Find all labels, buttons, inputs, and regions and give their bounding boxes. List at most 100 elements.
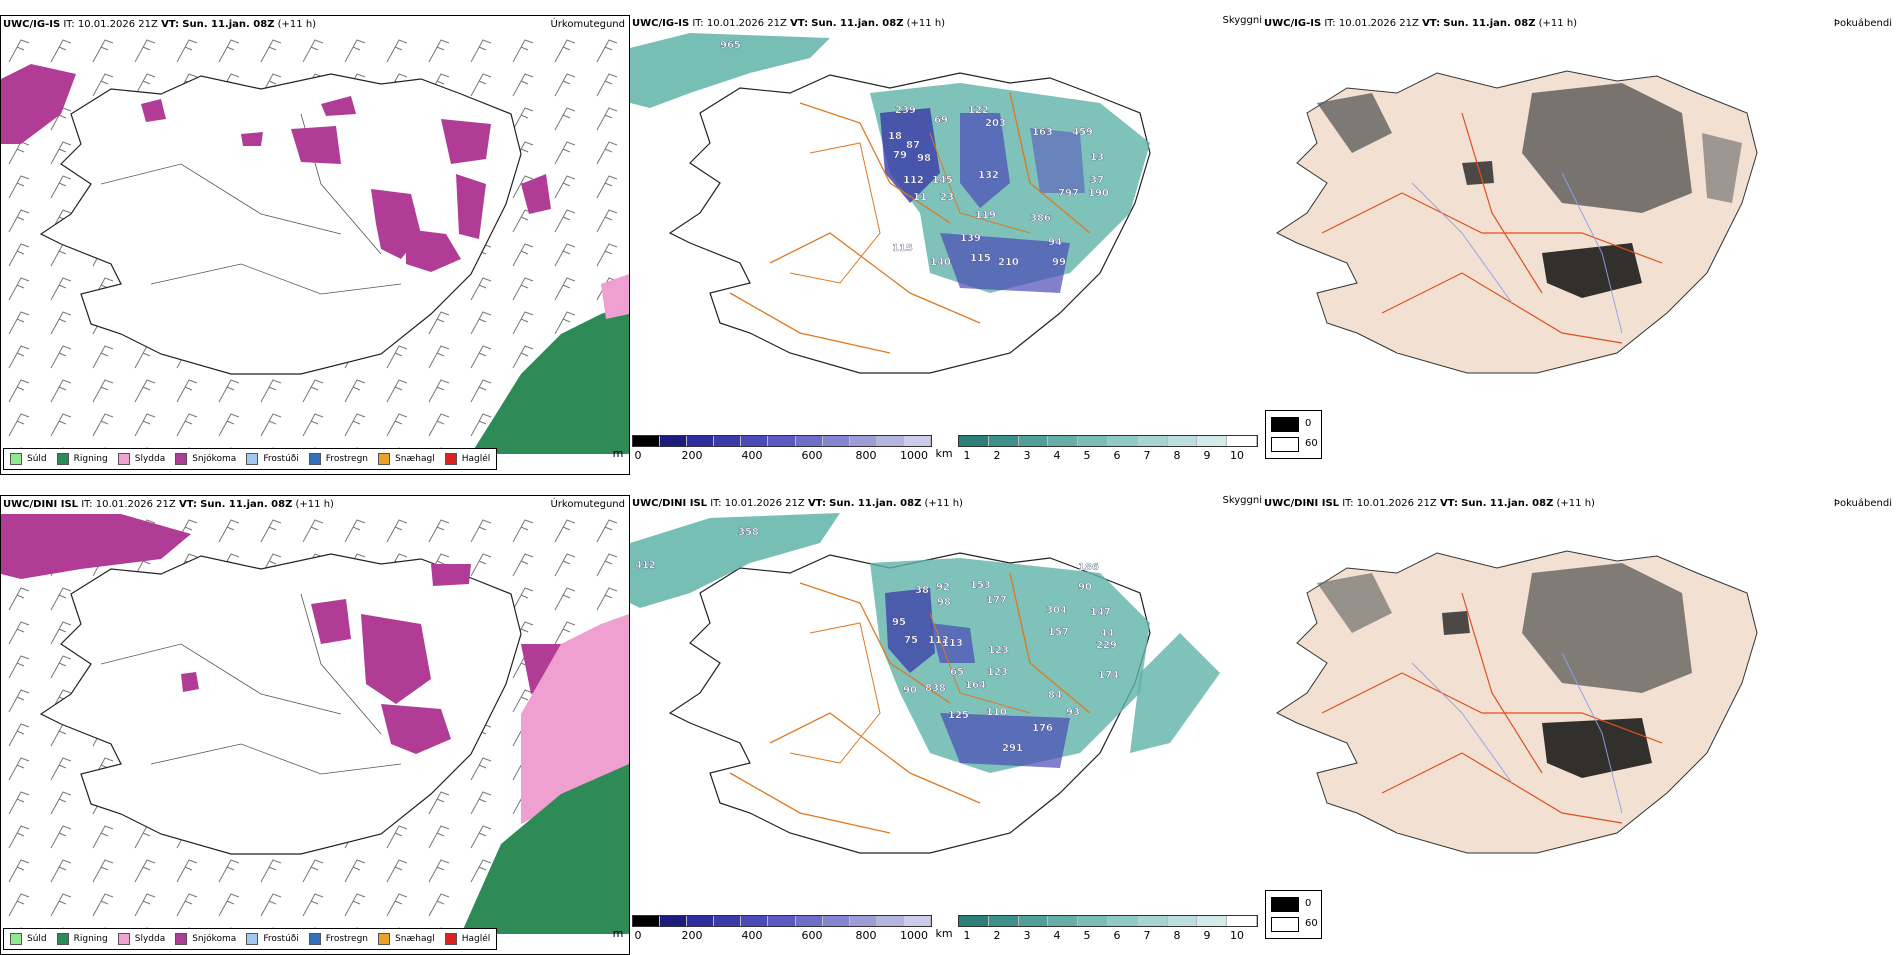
tick-label: 200	[681, 929, 703, 942]
visibility-panel-2: UWC/DINI ISL IT: 10.01.2026 21Z VT: Sun.…	[613, 495, 1262, 955]
panel-header: UWC/IG-IS IT: 10.01.2026 21Z VT: Sun. 11…	[3, 19, 317, 30]
panel-title: Þokuábendi	[1833, 498, 1892, 509]
tick-label: 3	[1023, 449, 1031, 462]
tick-label: 1	[963, 929, 971, 942]
visibility-value-label: 125	[948, 710, 969, 721]
legend-item: Frostúði	[246, 933, 299, 945]
legend-item: Snjókoma	[175, 453, 236, 465]
visibility-value-label: 210	[998, 257, 1019, 268]
visibility-panel-1: UWC/IG-IS IT: 10.01.2026 21Z VT: Sun. 11…	[613, 15, 1262, 475]
unit-label: m	[612, 447, 624, 460]
cloud-legend-light-label: 60	[1305, 438, 1318, 449]
panel-title: Úrkomutegund	[550, 19, 625, 30]
visibility-value-label: 65	[950, 667, 964, 678]
tick-label: 2	[993, 449, 1001, 462]
visibility-value-label: 965	[720, 40, 741, 51]
tick-label: 600	[801, 929, 823, 942]
tick-label: 1	[963, 449, 971, 462]
visibility-value-label: 98	[917, 153, 931, 164]
legend-item: Snæhagl	[378, 933, 435, 945]
visibility-value-label: 291	[1002, 743, 1023, 754]
visibility-value-label: 37	[1090, 175, 1104, 186]
visibility-value-label: 99	[1052, 257, 1066, 268]
tick-label: 10	[1230, 929, 1244, 942]
visibility-value-label: 119	[975, 210, 996, 221]
panel-header: UWC/IG-IS IT: 10.01.2026 21Z VT: Sun. 11…	[1264, 18, 1578, 29]
visibility-value-label: 11	[913, 192, 927, 203]
visibility-value-label: 132	[978, 170, 999, 181]
visibility-value-label: 163	[1032, 127, 1053, 138]
tick-label: 8	[1173, 449, 1181, 462]
tick-label: 7	[1143, 929, 1151, 942]
visibility-value-label: 123	[987, 667, 1008, 678]
tick-label: 400	[741, 929, 763, 942]
visibility-value-label: 13	[1090, 152, 1104, 163]
visibility-value-label: 38	[915, 585, 929, 596]
precip-type-legend: Súld Rigning Slydda Snjókoma Frostúði Fr…	[3, 928, 498, 950]
tick-label: 200	[681, 449, 703, 462]
visibility-value-label: 90	[1078, 582, 1092, 593]
visibility-value-label: 44	[1100, 628, 1114, 639]
tick-label: 8	[1173, 929, 1181, 942]
cloud-legend-1: 0 60	[1265, 410, 1322, 459]
visibility-value-label: 164	[965, 680, 986, 691]
fog-index-panel-1: UWC/IG-IS IT: 10.01.2026 21Z VT: Sun. 11…	[1262, 15, 1892, 475]
tick-label: 800	[855, 449, 877, 462]
precip-type-panel-2: UWC/DINI ISL IT: 10.01.2026 21Z VT: Sun.…	[0, 495, 630, 955]
tick-label: 4	[1053, 449, 1061, 462]
tick-label: 9	[1203, 929, 1211, 942]
tick-label: 1000	[900, 449, 928, 462]
tick-label: 6	[1113, 449, 1121, 462]
visibility-value-label: 304	[1046, 605, 1067, 616]
fog-index-map	[1276, 70, 1758, 374]
fog-index-panel-2: UWC/DINI ISL IT: 10.01.2026 21Z VT: Sun.…	[1262, 495, 1892, 955]
legend-item: Súld	[10, 933, 47, 945]
visibility-value-label: 90	[903, 685, 917, 696]
visibility-value-label: 69	[934, 115, 948, 126]
visibility-value-label: 87	[906, 140, 920, 151]
tick-label: 0	[634, 929, 642, 942]
visibility-value-label: 157	[1048, 627, 1069, 638]
visibility-value-label: 123	[988, 645, 1009, 656]
precip-type-map	[1, 514, 629, 934]
legend-item: Slydda	[117, 933, 165, 945]
tick-label: 600	[801, 449, 823, 462]
panel-header: UWC/DINI ISL IT: 10.01.2026 21Z VT: Sun.…	[632, 498, 963, 509]
tick-label: 6	[1113, 929, 1121, 942]
legend-item: Slydda	[117, 453, 165, 465]
cloud-legend-dark-label: 0	[1305, 898, 1312, 909]
legend-item: Frostúði	[246, 453, 299, 465]
colorbar-height: m 0 200 400 600 800 1000	[613, 915, 932, 945]
panel-title: Skyggni	[1222, 495, 1262, 506]
visibility-value-label: 113	[942, 638, 963, 649]
visibility-value-label: 23	[940, 192, 954, 203]
visibility-value-label: 203	[985, 118, 1006, 129]
tick-label: 800	[855, 929, 877, 942]
visibility-value-label: 358	[738, 527, 759, 538]
visibility-value-label: 412	[635, 560, 656, 571]
colorbar-height: m 0 200 400 600 800 1000	[613, 435, 932, 465]
legend-item: Rigning	[56, 933, 108, 945]
legend-item: Súld	[10, 453, 47, 465]
precip-type-map	[1, 34, 629, 454]
visibility-value-label: 190	[1088, 188, 1109, 199]
tick-label: 3	[1023, 929, 1031, 942]
fog-index-map	[1276, 550, 1758, 854]
tick-label: 1000	[900, 929, 928, 942]
visibility-value-label: 93	[1066, 707, 1080, 718]
visibility-value-label: 75	[904, 635, 918, 646]
visibility-value-label: 229	[1096, 640, 1117, 651]
visibility-value-label: 174	[1098, 670, 1119, 681]
panel-header: UWC/IG-IS IT: 10.01.2026 21Z VT: Sun. 11…	[632, 18, 946, 29]
cloud-legend-dark-label: 0	[1305, 418, 1312, 429]
unit-label: km	[935, 447, 953, 460]
legend-item: Haglél	[444, 453, 490, 465]
legend-item: Frostregn	[308, 453, 368, 465]
unit-label: m	[612, 927, 624, 940]
visibility-value-label: 145	[932, 175, 953, 186]
visibility-value-label: 153	[970, 580, 991, 591]
panel-header: UWC/DINI ISL IT: 10.01.2026 21Z VT: Sun.…	[3, 499, 334, 510]
visibility-value-label: 459	[1072, 127, 1093, 138]
visibility-value-label: 84	[1048, 690, 1062, 701]
